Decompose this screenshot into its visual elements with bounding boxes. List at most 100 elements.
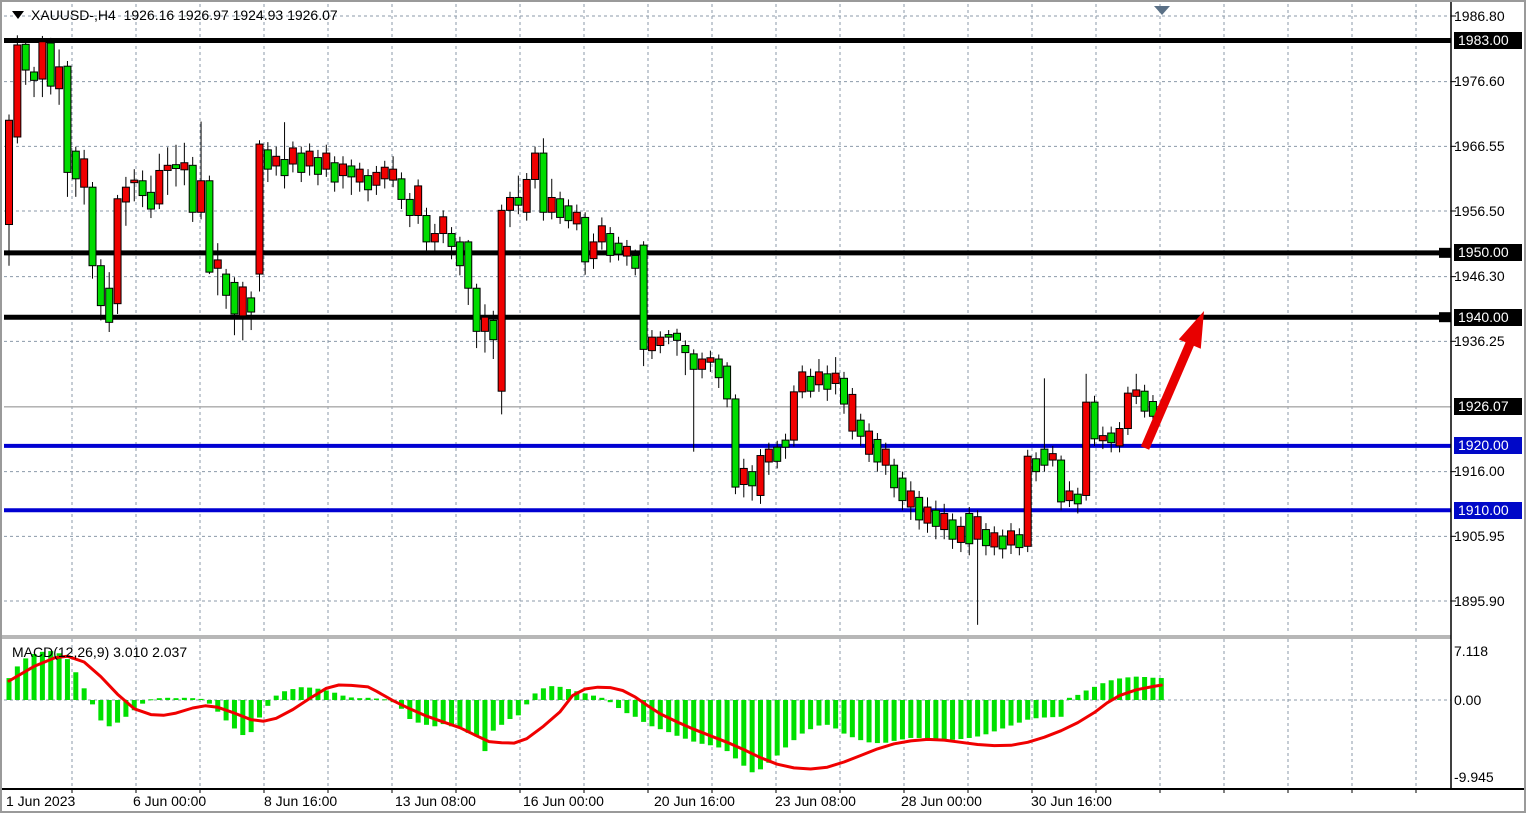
candle-bull: [1007, 530, 1015, 546]
price-axis-label: 1966.55: [1454, 137, 1505, 154]
candle-bear: [21, 43, 30, 71]
trend-arrow-head[interactable]: [1178, 311, 1204, 349]
candle-bear: [205, 180, 214, 273]
candle-bear: [188, 164, 197, 213]
macd-histogram-bar: [1033, 700, 1039, 719]
candle-bull: [572, 211, 581, 225]
macd-histogram-bar: [265, 700, 271, 706]
candle-bull: [940, 512, 949, 531]
candle-bear: [1148, 400, 1157, 417]
candle-bull: [798, 371, 807, 393]
macd-histogram-bar: [1100, 683, 1106, 700]
candle-bull: [389, 168, 398, 181]
candle-bear: [46, 42, 55, 87]
candle-bear: [138, 180, 147, 197]
price-level-badge[interactable]: 1983.00: [1454, 31, 1522, 49]
macd-histogram-bar: [1066, 697, 1072, 700]
macd-histogram-bar: [257, 700, 262, 718]
macd-histogram-bar: [941, 700, 947, 741]
macd-histogram-bar: [607, 700, 613, 703]
candle-bull: [1065, 490, 1074, 502]
macd-histogram-bar: [799, 700, 805, 734]
candle-bull: [430, 233, 439, 243]
macd-histogram-bar: [582, 693, 588, 700]
macd-histogram-bar: [424, 700, 429, 725]
macd-histogram-bar: [874, 700, 880, 744]
macd-histogram-bar: [691, 700, 697, 742]
macd-histogram-bar: [632, 700, 638, 717]
macd-histogram-bar: [824, 700, 830, 725]
time-axis-label: 30 Jun 16:00: [1031, 793, 1112, 809]
macd-histogram-bar: [449, 700, 455, 727]
candle-bull: [1123, 392, 1132, 430]
candle-bull: [180, 162, 189, 171]
macd-histogram-bar: [465, 700, 471, 733]
price-level-badge[interactable]: 1910.00: [1454, 501, 1522, 519]
macd-histogram-bar: [649, 700, 655, 727]
chart-shift-marker-icon[interactable]: [1154, 6, 1170, 15]
macd-histogram-bar: [1075, 694, 1081, 700]
macd-histogram-bar: [666, 700, 672, 733]
candle-bull: [480, 316, 489, 332]
candle-bear: [564, 205, 573, 222]
price-level-badge[interactable]: 1920.00: [1454, 437, 1522, 455]
candle-bull: [238, 286, 247, 317]
price-level-badge[interactable]: 1926.07: [1454, 398, 1522, 416]
candle-bear: [489, 319, 498, 341]
candle-bear: [539, 152, 548, 213]
candle-bull: [305, 150, 314, 167]
candle-bear: [464, 241, 473, 289]
candle-bull: [756, 455, 765, 496]
candle-bull: [5, 119, 13, 226]
candle-bear: [105, 287, 114, 323]
symbol-dropdown-icon[interactable]: [12, 11, 24, 19]
candle-bull: [923, 506, 932, 524]
macd-histogram-bar: [574, 691, 580, 700]
macd-histogram-bar: [557, 686, 563, 700]
time-axis-label: 13 Jun 08:00: [395, 793, 476, 809]
price-level-badge[interactable]: 1940.00: [1454, 308, 1522, 326]
candle-bear: [556, 198, 565, 218]
macd-histogram-bar: [816, 700, 822, 726]
trend-arrow-shaft[interactable]: [1140, 334, 1198, 450]
macd-histogram-bar: [206, 700, 212, 704]
candle-bull: [506, 196, 514, 211]
macd-histogram-bar: [565, 689, 571, 700]
candle-bear: [330, 162, 339, 183]
candle-bull: [130, 179, 139, 184]
macd-histogram-bar: [140, 700, 146, 704]
macd-histogram-bar: [599, 697, 605, 700]
macd-histogram-bar: [123, 700, 129, 717]
macd-histogram-bar: [515, 700, 521, 716]
candle-bull: [764, 448, 773, 463]
price-level-badge[interactable]: 1950.00: [1454, 244, 1522, 262]
level-handle[interactable]: [1439, 312, 1451, 323]
macd-indicator-label: MACD(12,26,9) 3.010 2.037: [12, 644, 188, 660]
time-axis-label: 8 Jun 16:00: [264, 793, 338, 809]
macd-histogram-bar: [457, 700, 463, 729]
candle-bear: [898, 477, 907, 502]
candle-bear: [773, 446, 782, 462]
candle-bear: [1140, 390, 1149, 412]
level-handle[interactable]: [1439, 247, 1451, 258]
candle-bear: [614, 242, 623, 255]
macd-histogram-bar: [282, 691, 288, 700]
candle-bull: [372, 171, 381, 186]
macd-histogram-bar: [858, 700, 864, 741]
candle-bull: [288, 147, 297, 165]
macd-histogram-bar: [482, 700, 488, 752]
candle-bull: [706, 357, 715, 363]
macd-histogram-bar: [699, 700, 705, 744]
candle-bear: [731, 398, 740, 488]
time-axis-label: 20 Jun 16:00: [654, 793, 735, 809]
candle-bear: [280, 159, 289, 177]
macd-histogram-bar: [849, 700, 855, 738]
macd-histogram-bar: [23, 658, 29, 700]
candle-bear: [30, 71, 39, 81]
candle-bear: [247, 297, 256, 313]
macd-histogram-bar: [966, 700, 972, 738]
candle-bull: [531, 152, 540, 180]
candle-bear: [631, 254, 640, 269]
candle-bull: [522, 178, 531, 213]
